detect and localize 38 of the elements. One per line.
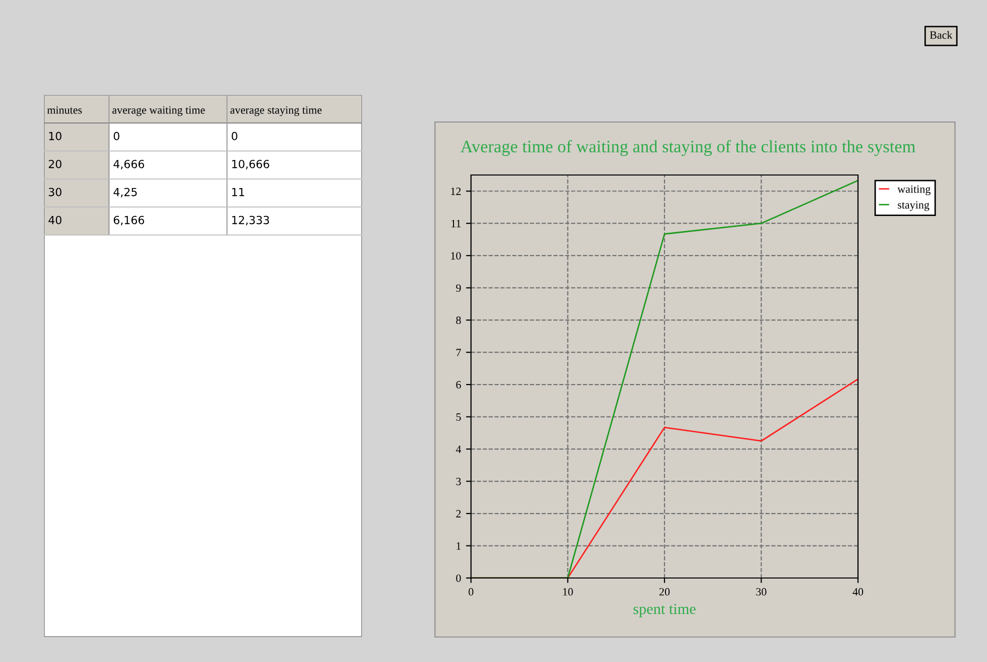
y-tick-label: 11 [452, 220, 461, 228]
text: 11 [232, 188, 244, 196]
text: 40 [48, 216, 62, 224]
text: 0 [114, 132, 120, 140]
text: average staying time [230, 106, 322, 116]
y-tick-label: 3 [456, 478, 461, 486]
text: average waiting time [112, 106, 205, 116]
y-tick-label: 8 [456, 316, 461, 324]
y-tick-label: 10 [451, 252, 461, 260]
chart-title: Average time of waiting and staying of the clients into the system [460, 140, 916, 156]
text: 4,25 [114, 188, 137, 198]
y-tick-label: 0 [456, 574, 461, 582]
text: Back [930, 30, 952, 39]
text: 10,666 [232, 160, 270, 170]
legend-label: waiting [897, 185, 931, 196]
y-tick-label: 6 [456, 381, 461, 389]
x-tick-label: 40 [852, 588, 864, 596]
text: 6,166 [114, 216, 144, 226]
text: 30 [48, 188, 62, 196]
y-tick-label: 1 [456, 542, 461, 550]
y-tick-label: 9 [456, 284, 461, 292]
text: 4,666 [114, 160, 144, 170]
text: 10 [49, 132, 62, 140]
y-tick-label: 2 [456, 510, 461, 518]
text: minutes [47, 106, 82, 114]
x-axis-title: spent time [634, 604, 696, 618]
x-tick-label: 10 [563, 588, 573, 596]
x-tick-label: 20 [659, 588, 670, 596]
y-tick-label: 4 [456, 446, 462, 453]
y-tick-label: 12 [451, 188, 461, 195]
text: 20 [48, 160, 62, 168]
text: 0 [232, 132, 238, 140]
legend-label: staying [898, 201, 930, 211]
y-tick-label: 5 [456, 413, 461, 421]
y-tick-label: 7 [456, 348, 461, 356]
text: 12,333 [232, 216, 269, 226]
x-tick-label: 30 [756, 588, 766, 596]
x-tick-label: 0 [468, 588, 474, 596]
